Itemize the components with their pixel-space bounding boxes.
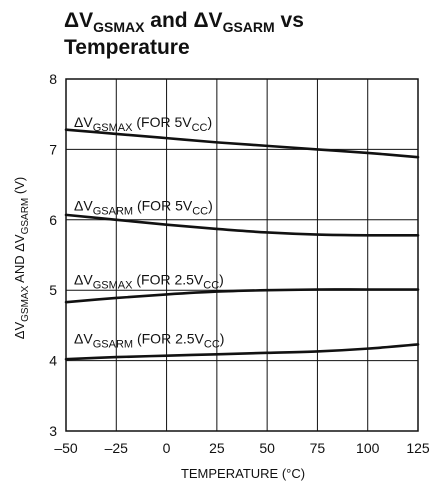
x-axis-label: TEMPERATURE (°C) [181,466,305,481]
series-labels: ΔVGSMAX (FOR 5VCC) ΔVGSARM (FOR 5VCC) ΔVGS… [74,114,224,351]
x-tick-label: 125 [406,440,430,456]
series-line-1 [64,128,420,159]
chart-title-sub2: GSARM [223,19,275,35]
x-tick-label: 100 [356,440,380,456]
x-tick-labels: –50 –25 0 25 50 75 100 125 [54,440,430,456]
y-tick-label: 6 [49,212,57,228]
y-tick-labels: 3 4 5 6 7 8 [49,71,57,439]
x-tick-label: 0 [163,440,171,456]
series-line-4 [64,343,420,361]
chart-title-sub1: GSMAX [93,19,145,35]
y-tick-label: 5 [49,282,57,298]
chart-title-line2: Temperature [64,36,190,59]
series-label-3: ΔVGSMAX (FOR 2.5VCC) [74,272,224,292]
chart-title-end: vs [275,9,304,32]
plot-frame [65,78,419,432]
y-axis-label-p3: (V) [12,177,27,198]
y-tick-label: 7 [49,141,57,157]
series-line-2 [64,213,420,237]
y-tick-label: 4 [49,353,57,369]
y-axis-label-p2: AND ΔV [12,234,27,286]
y-axis-label-sub1: GSMAX [20,285,31,321]
series-line-3 [64,288,420,304]
series-label-4: ΔVGSARM (FOR 2.5VCC) [74,331,224,351]
series-label-1: ΔVGSMAX (FOR 5VCC) [74,114,212,134]
y-tick-label: 8 [49,71,57,87]
chart-title-mid: and ΔV [144,9,222,32]
x-tick-label: –25 [105,440,129,456]
x-tick-label: 75 [310,440,326,456]
y-tick-label: 3 [49,423,57,439]
series-lines [64,128,420,361]
x-tick-label: –50 [54,440,78,456]
chart-title-delta: ΔV [64,9,93,32]
chart-title-line1: ΔVGSMAX and ΔVGSARM vs [64,9,304,35]
y-axis-label-sub2: GSARM [20,198,31,235]
x-tick-label: 25 [209,440,225,456]
series-label-2: ΔVGSARM (FOR 5VCC) [74,198,213,218]
y-axis-label-p1: ΔV [12,322,27,340]
y-axis-label: ΔVGSMAX AND ΔVGSARM (V) [12,177,31,339]
x-tick-label: 50 [259,440,275,456]
